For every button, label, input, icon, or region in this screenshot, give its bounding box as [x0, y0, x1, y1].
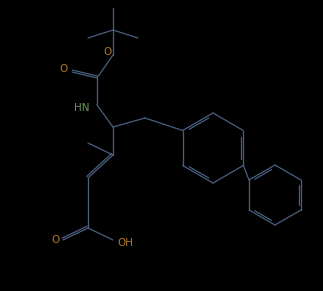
Text: O: O	[51, 235, 59, 245]
Text: HN: HN	[74, 103, 90, 113]
Text: O: O	[103, 47, 111, 57]
Text: OH: OH	[117, 238, 133, 248]
Text: O: O	[59, 64, 67, 74]
